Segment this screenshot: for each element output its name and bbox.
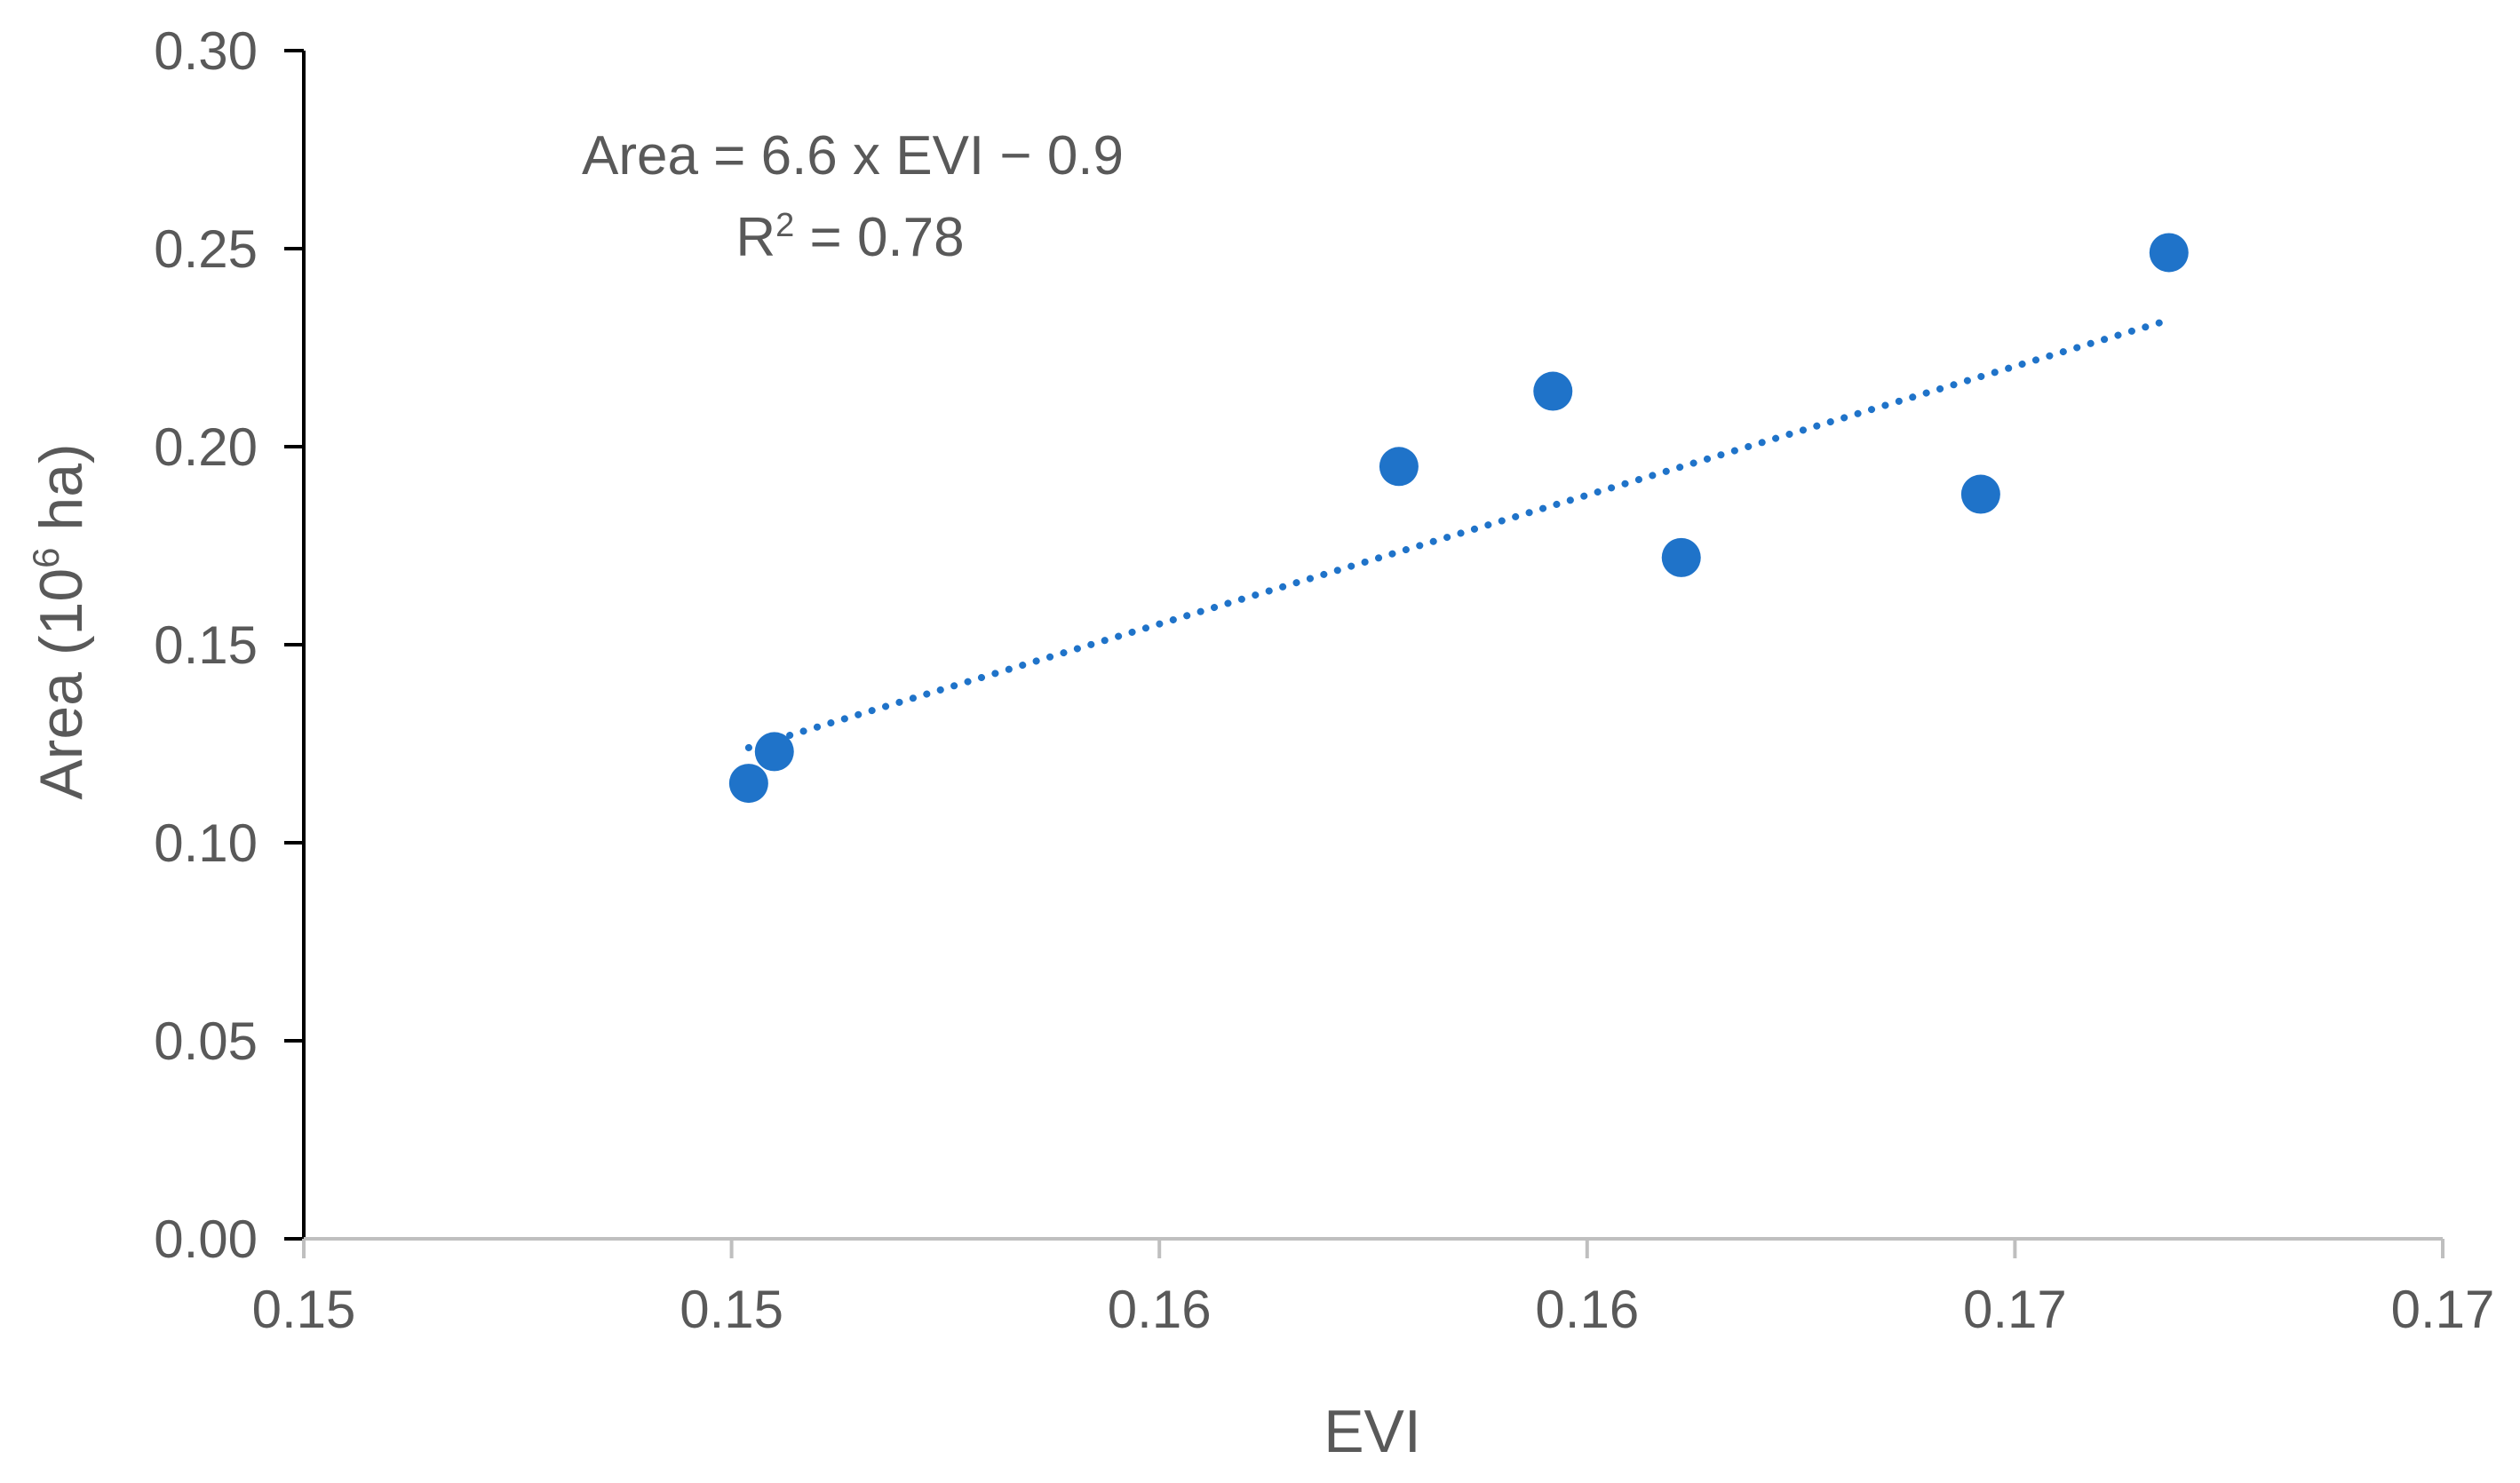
data-point: [1960, 474, 2000, 514]
data-point: [1661, 537, 1701, 577]
x-tick-label: 0.16: [1535, 1280, 1639, 1339]
x-tick-label: 0.15: [252, 1280, 356, 1339]
trendline-path: [744, 316, 2173, 751]
x-tick-label: 0.17: [2391, 1280, 2495, 1339]
y-axis-ticks: 0.00 0.05 0.10 0.15 0.20 0.25 0.30: [154, 21, 304, 1269]
trendline: [744, 316, 2173, 751]
y-tick-label: 0.05: [154, 1011, 258, 1071]
y-tick-label: 0.30: [154, 21, 258, 81]
data-point: [728, 764, 768, 804]
data-point: [1379, 447, 1419, 487]
y-tick-label: 0.10: [154, 813, 258, 873]
y-tick-label: 0.00: [154, 1209, 258, 1269]
x-axis-ticks: 0.15 0.15 0.16 0.16 0.17 0.17: [252, 1239, 2495, 1339]
data-point: [2149, 233, 2189, 273]
y-axis-title: Area (106 ha): [25, 443, 95, 799]
x-axis-title: EVI: [1324, 1398, 1421, 1465]
y-tick-label: 0.15: [154, 615, 258, 675]
equation-label: Area = 6.6 x EVI − 0.9: [582, 125, 1124, 186]
r-squared-label: R2 = 0.78: [735, 207, 964, 268]
data-point: [754, 732, 794, 772]
y-tick-label: 0.20: [154, 417, 258, 477]
x-tick-label: 0.16: [1108, 1280, 1212, 1339]
x-tick-label: 0.15: [680, 1280, 783, 1339]
data-point: [1533, 371, 1573, 411]
y-tick-label: 0.25: [154, 219, 258, 279]
data-points: [728, 233, 2189, 804]
x-tick-label: 0.17: [1963, 1280, 2067, 1339]
